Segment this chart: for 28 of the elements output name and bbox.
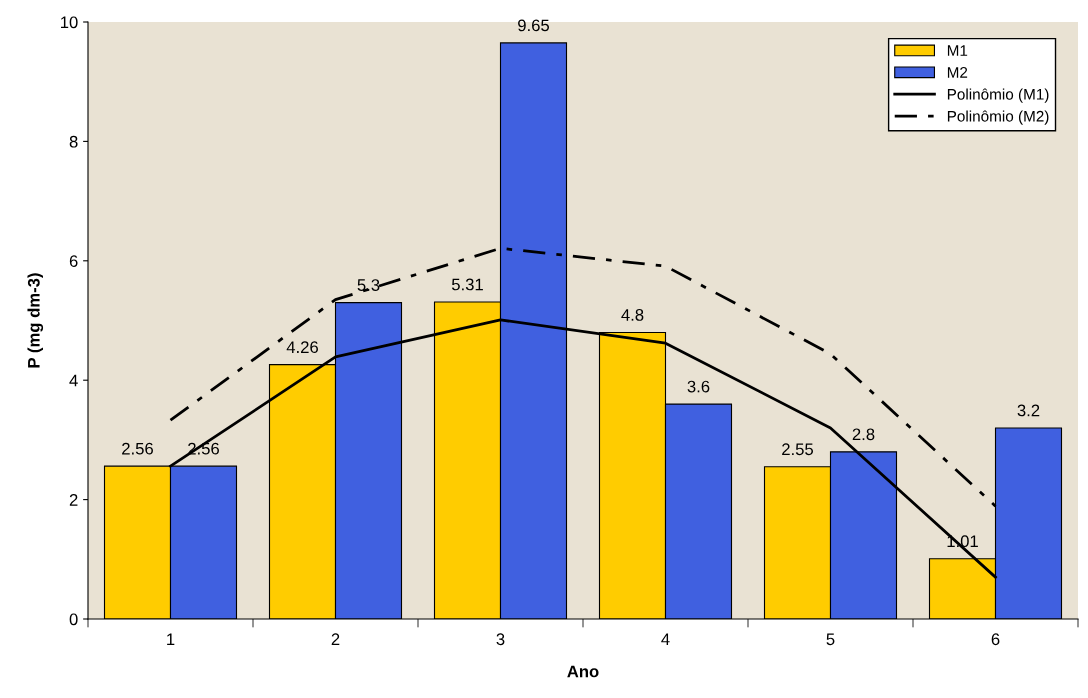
data-label: 4.8 bbox=[621, 309, 644, 321]
data-label: 2.55 bbox=[782, 443, 814, 456]
legend-label: M2 bbox=[947, 66, 968, 78]
y-tick-label: 8 bbox=[69, 135, 78, 148]
data-label: 5.31 bbox=[451, 278, 483, 291]
data-label: 3.6 bbox=[687, 380, 710, 393]
x-axis-title: Ano bbox=[567, 665, 599, 678]
data-label: 5.3 bbox=[357, 279, 380, 291]
data-label: 4.26 bbox=[286, 341, 318, 354]
x-tick-label: 1 bbox=[167, 633, 175, 645]
data-label: 3.2 bbox=[1017, 404, 1040, 417]
x-tick-label: 3 bbox=[496, 633, 505, 646]
x-tick-label: 6 bbox=[991, 633, 1000, 646]
legend-label: Polinômio (M1) bbox=[947, 88, 1049, 103]
y-tick-label: 10 bbox=[61, 16, 78, 29]
x-tick-label: 4 bbox=[661, 633, 670, 645]
y-tick-label: 6 bbox=[69, 255, 78, 267]
legend-label: Polinômio (M2) bbox=[947, 110, 1049, 125]
data-label: 9.65 bbox=[518, 19, 550, 32]
x-tick-label: 5 bbox=[826, 633, 835, 646]
y-tick-label: 4 bbox=[69, 374, 78, 387]
y-axis-title: P (mg dm-3) bbox=[27, 273, 44, 368]
data-label: 2.8 bbox=[852, 428, 875, 441]
y-tick-label: 2 bbox=[69, 494, 78, 506]
legend-label: M1 bbox=[947, 45, 968, 56]
data-label: 2.56 bbox=[122, 442, 153, 455]
y-tick-label: 0 bbox=[69, 613, 78, 626]
x-tick-label: 2 bbox=[331, 633, 340, 645]
